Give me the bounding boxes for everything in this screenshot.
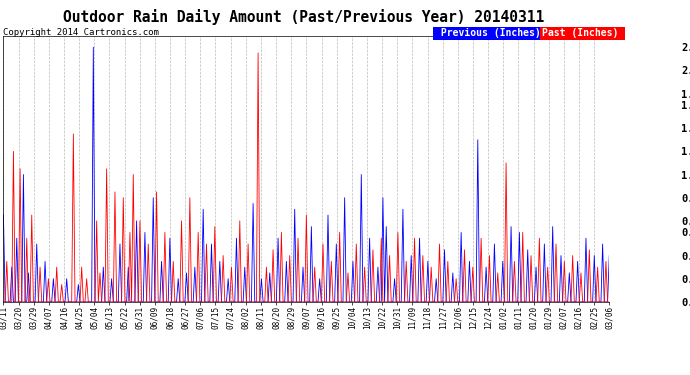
Text: Outdoor Rain Daily Amount (Past/Previous Year) 20140311: Outdoor Rain Daily Amount (Past/Previous…	[63, 9, 544, 26]
Text: Copyright 2014 Cartronics.com: Copyright 2014 Cartronics.com	[3, 28, 159, 37]
Text: Past (Inches): Past (Inches)	[542, 28, 624, 38]
Text: Previous (Inches): Previous (Inches)	[435, 28, 546, 38]
